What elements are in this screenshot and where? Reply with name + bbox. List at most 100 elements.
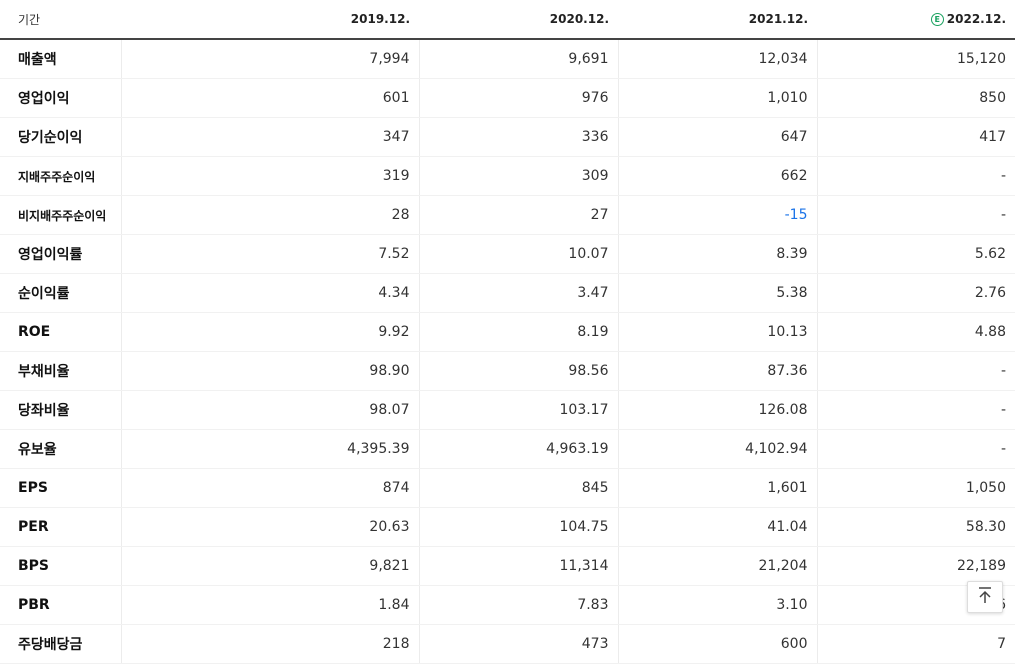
table-cell: 98.07 xyxy=(120,390,419,430)
table-cell: 5.38 xyxy=(617,273,817,313)
period-2021: 2021.12. xyxy=(618,0,817,40)
table-row: BPS 9,821 11,314 21,204 22,189 xyxy=(0,546,1015,586)
table-cell: 850 xyxy=(816,78,1015,118)
row-label-operating-margin: 영업이익률 xyxy=(0,234,121,274)
row-label-noncontrolling-net-income: 비지배주주순이익 xyxy=(0,195,121,235)
table-cell: 98.90 xyxy=(120,351,419,391)
table-cell: 22,189 xyxy=(816,546,1015,586)
estimate-icon: E xyxy=(930,13,944,26)
table-cell: 417 xyxy=(816,117,1015,157)
period-header: 기간 xyxy=(0,0,121,40)
table-cell: 41.04 xyxy=(617,507,817,547)
table-cell: 347 xyxy=(120,117,419,157)
row-label-bps: BPS xyxy=(0,546,121,586)
table-cell: 20.63 xyxy=(120,507,419,547)
table-cell: 5.62 xyxy=(816,234,1015,274)
table-cell: 1,010 xyxy=(617,78,817,118)
row-label-debt-ratio: 부채비율 xyxy=(0,351,121,391)
table-row: 유보율 4,395.39 4,963.19 4,102.94 - xyxy=(0,429,1015,469)
arrow-up-to-top-icon xyxy=(977,586,993,608)
table-row: 당좌비율 98.07 103.17 126.08 - xyxy=(0,390,1015,430)
table-cell: 3.47 xyxy=(418,273,618,313)
table-cell: 2.76 xyxy=(816,273,1015,313)
table-cell: 7.52 xyxy=(120,234,419,274)
table-cell: 12,034 xyxy=(617,39,817,79)
table-cell: 27 xyxy=(418,195,618,235)
table-cell: - xyxy=(816,390,1015,430)
table-cell: 7 xyxy=(816,624,1015,664)
table-cell: 15,120 xyxy=(816,39,1015,79)
row-label-net-margin: 순이익률 xyxy=(0,273,121,313)
table-cell: 336 xyxy=(418,117,618,157)
table-cell: 647 xyxy=(617,117,817,157)
row-label-net-income: 당기순이익 xyxy=(0,117,121,157)
table-cell: 3.10 xyxy=(617,585,817,625)
table-cell: 10.13 xyxy=(617,312,817,352)
row-label-dividend-per-share: 주당배당금 xyxy=(0,624,121,664)
table-cell: 600 xyxy=(617,624,817,664)
header-row: 기간 2019.12. 2020.12. 2021.12. E 2022.12. xyxy=(0,0,1015,40)
row-label-per: PER xyxy=(0,507,121,547)
table-cell: 11,314 xyxy=(418,546,618,586)
table-cell: 662 xyxy=(617,156,817,196)
table-cell: 126.08 xyxy=(617,390,817,430)
table-cell: 4,102.94 xyxy=(617,429,817,469)
table-cell: 601 xyxy=(120,78,419,118)
table-cell: 8.39 xyxy=(617,234,817,274)
table-cell: 10.07 xyxy=(418,234,618,274)
row-label-pbr: PBR xyxy=(0,585,121,625)
table-row: 주당배당금 218 473 600 7 xyxy=(0,624,1015,664)
table-cell: - xyxy=(816,156,1015,196)
table-cell: 1,601 xyxy=(617,468,817,508)
table-cell: 218 xyxy=(120,624,419,664)
table-row: PBR 1.84 7.83 3.10 2.76 xyxy=(0,585,1015,625)
table-cell: 28 xyxy=(120,195,419,235)
table-cell-negative: -15 xyxy=(617,195,817,235)
table-cell: 4.34 xyxy=(120,273,419,313)
table-cell: 976 xyxy=(418,78,618,118)
row-label-quick-ratio: 당좌비율 xyxy=(0,390,121,430)
table-cell: 9,691 xyxy=(418,39,618,79)
table-row: 영업이익률 7.52 10.07 8.39 5.62 xyxy=(0,234,1015,274)
row-label-controlling-net-income: 지배주주순이익 xyxy=(0,156,121,196)
row-label-operating-profit: 영업이익 xyxy=(0,78,121,118)
table-cell: 7.83 xyxy=(418,585,618,625)
scroll-to-top-button[interactable] xyxy=(967,581,1003,613)
table-cell: 473 xyxy=(418,624,618,664)
table-cell: 7,994 xyxy=(120,39,419,79)
row-label-revenue: 매출액 xyxy=(0,39,121,79)
table-row: 매출액 7,994 9,691 12,034 15,120 xyxy=(0,39,1015,79)
table-cell: 9,821 xyxy=(120,546,419,586)
table-cell: 87.36 xyxy=(617,351,817,391)
row-label-roe: ROE xyxy=(0,312,121,352)
row-label-eps: EPS xyxy=(0,468,121,508)
table-cell: 874 xyxy=(120,468,419,508)
row-label-reserve-ratio: 유보율 xyxy=(0,429,121,469)
table-cell: 1,050 xyxy=(816,468,1015,508)
table-row: ROE 9.92 8.19 10.13 4.88 xyxy=(0,312,1015,352)
table-cell: 9.92 xyxy=(120,312,419,352)
table-row: PER 20.63 104.75 41.04 58.30 xyxy=(0,507,1015,547)
table-cell: 8.19 xyxy=(418,312,618,352)
table-cell: 104.75 xyxy=(418,507,618,547)
table-row: 당기순이익 347 336 647 417 xyxy=(0,117,1015,157)
table-cell: - xyxy=(816,195,1015,235)
period-2020: 2020.12. xyxy=(419,0,618,40)
period-2019: 2019.12. xyxy=(121,0,419,40)
table-cell: 21,204 xyxy=(617,546,817,586)
table-cell: - xyxy=(816,351,1015,391)
table-row: 부채비율 98.90 98.56 87.36 - xyxy=(0,351,1015,391)
period-2022-label: 2022.12. xyxy=(946,12,1006,26)
table-row: 순이익률 4.34 3.47 5.38 2.76 xyxy=(0,273,1015,313)
table-row: 비지배주주순이익 28 27 -15 - xyxy=(0,195,1015,235)
table-cell: 98.56 xyxy=(418,351,618,391)
table-cell: 4,963.19 xyxy=(418,429,618,469)
table-cell: 4.88 xyxy=(816,312,1015,352)
period-2022-estimate: E 2022.12. xyxy=(817,0,1015,40)
table-row: 영업이익 601 976 1,010 850 xyxy=(0,78,1015,118)
table-cell: 4,395.39 xyxy=(120,429,419,469)
table-cell: 103.17 xyxy=(418,390,618,430)
table-row: EPS 874 845 1,601 1,050 xyxy=(0,468,1015,508)
table-cell: 309 xyxy=(418,156,618,196)
